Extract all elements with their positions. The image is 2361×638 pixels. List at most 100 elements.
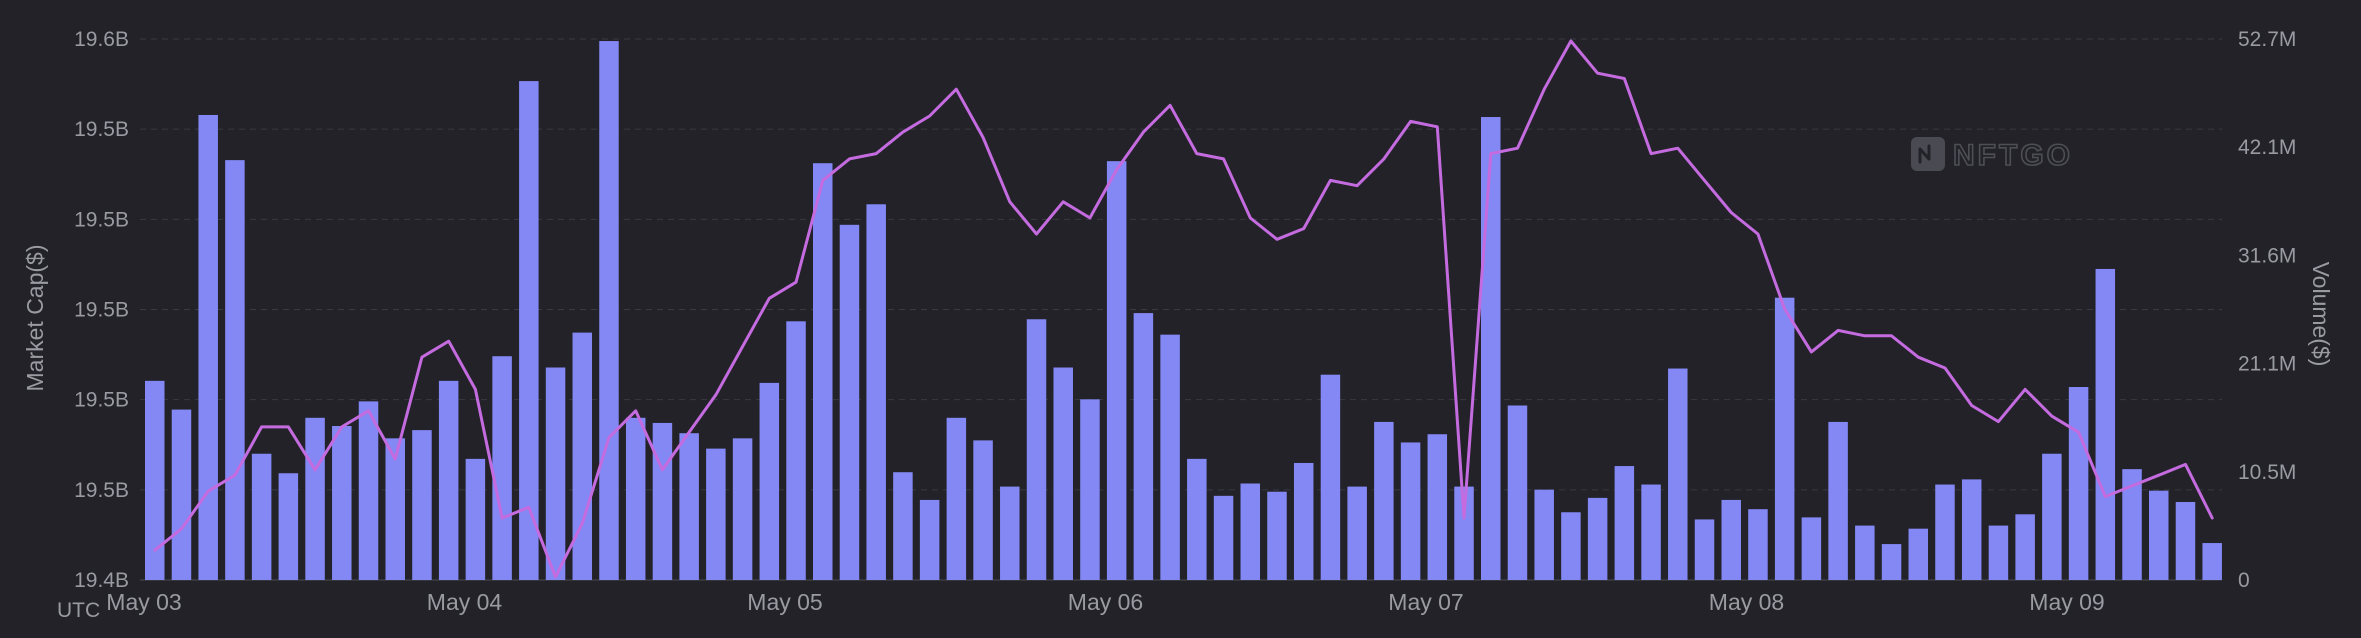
right-axis-ticks: 0 10.5M 21.1M 31.6M 42.1M 52.7M [2238, 28, 2296, 592]
volume-bar [1160, 334, 1180, 580]
volume-bar [1026, 319, 1047, 580]
right-axis-title: Volume($) [2308, 262, 2334, 367]
volume-bar [706, 448, 726, 580]
volume-bar [438, 380, 459, 580]
volume-bar [2068, 387, 2089, 580]
volume-bar [1213, 495, 1234, 580]
left-tick-label: 19.6B [74, 28, 129, 51]
left-tick-label: 19.5B [74, 299, 129, 322]
volume-bar [1187, 458, 1207, 580]
volume-bar [572, 332, 593, 580]
volume-bar [919, 499, 940, 580]
x-tick-label: May 04 [427, 589, 503, 615]
volume-bar [1267, 491, 1287, 580]
volume-bar [1347, 486, 1367, 580]
volume-bar [2015, 514, 2035, 580]
volume-bar [519, 81, 539, 581]
left-tick-label: 19.5B [74, 479, 129, 502]
volume-bar [1908, 528, 1929, 580]
left-axis-title: Market Cap($) [22, 245, 48, 392]
volume-bar [1881, 544, 1902, 580]
volume-bar [1400, 442, 1421, 580]
volume-bar [358, 401, 379, 580]
volume-bar [305, 417, 325, 580]
volume-bar [1561, 512, 1581, 580]
volume-bar [1427, 434, 1448, 580]
x-axis-ticks: May 03 May 04 May 05 May 06 May 07 May 08 May … [106, 589, 2104, 615]
volume-bar [2175, 501, 2196, 580]
volume-bar [1988, 525, 2009, 580]
volume-bar [171, 409, 192, 580]
volume-bar [599, 41, 619, 581]
volume-bar [2122, 469, 2142, 580]
volume-bar [839, 224, 860, 580]
volume-bar [1374, 421, 1394, 580]
volume-bar [251, 453, 272, 580]
left-axis-ticks: 19.4B 19.5B 19.5B 19.5B 19.5B 19.5B 19.6B [74, 28, 129, 592]
volume-bar [1828, 421, 1848, 580]
volume-bar [1748, 509, 1768, 580]
volume-bar [278, 473, 299, 580]
right-tick-label: 21.1M [2238, 353, 2296, 376]
watermark: NFTGO [1911, 137, 2073, 173]
volume-bar [893, 472, 913, 580]
volume-bar [1053, 367, 1073, 580]
x-tick-label: May 07 [1388, 589, 1463, 615]
x-tick-label: May 03 [106, 589, 181, 615]
volume-bar [1721, 499, 1741, 580]
volume-bar [545, 367, 566, 580]
volume-bar [1801, 517, 1822, 580]
x-tick-label: May 05 [747, 589, 822, 615]
volume-bar [1935, 484, 1955, 580]
nftgo-logo-mark [1918, 144, 1931, 164]
volume-bar [625, 417, 646, 580]
right-tick-label: 10.5M [2238, 461, 2296, 484]
volume-bar [1587, 497, 1608, 580]
volume-bar [2202, 543, 2222, 580]
volume-bar [1106, 161, 1127, 580]
volume-bar [652, 422, 673, 580]
volume-bar [2042, 453, 2062, 580]
volume-bar [332, 426, 352, 580]
volume-bar [946, 417, 967, 580]
x-tick-label: May 06 [1068, 589, 1143, 615]
volume-bar [1694, 519, 1715, 580]
x-axis-prefix: UTC [57, 599, 100, 622]
volume-bar [145, 380, 165, 580]
volume-bar [198, 114, 218, 580]
volume-bar [2095, 268, 2116, 580]
bar-series [145, 41, 2222, 581]
volume-bar [813, 163, 833, 580]
volume-bar [1481, 117, 1501, 580]
volume-bar [732, 438, 753, 580]
x-tick-label: May 08 [1709, 589, 1784, 615]
volume-bar [1961, 479, 1982, 580]
volume-bar [492, 356, 512, 580]
volume-bar [1454, 486, 1474, 580]
volume-bar [1641, 484, 1661, 580]
volume-bar [1774, 297, 1795, 580]
left-tick-label: 19.5B [74, 389, 129, 412]
left-tick-label: 19.5B [74, 208, 129, 231]
left-tick-label: 19.4B [74, 569, 129, 592]
market-cap-line [153, 39, 2214, 579]
right-tick-label: 31.6M [2238, 244, 2296, 267]
line-series [153, 39, 2214, 579]
volume-bar [786, 321, 806, 580]
volume-bar [1000, 486, 1020, 580]
volume-bar [679, 433, 699, 580]
grid-lines [140, 38, 2222, 581]
volume-bar [1240, 483, 1261, 580]
volume-bar [1080, 399, 1100, 580]
watermark-text: NFTGO [1953, 139, 2073, 172]
volume-bar [1293, 462, 1314, 580]
volume-bar [1668, 368, 1688, 580]
x-tick-label: May 09 [2029, 589, 2104, 615]
volume-bar [225, 160, 245, 581]
volume-bar [412, 430, 432, 580]
volume-bar [866, 204, 886, 580]
volume-bar [1133, 313, 1154, 580]
volume-bar [759, 382, 780, 580]
